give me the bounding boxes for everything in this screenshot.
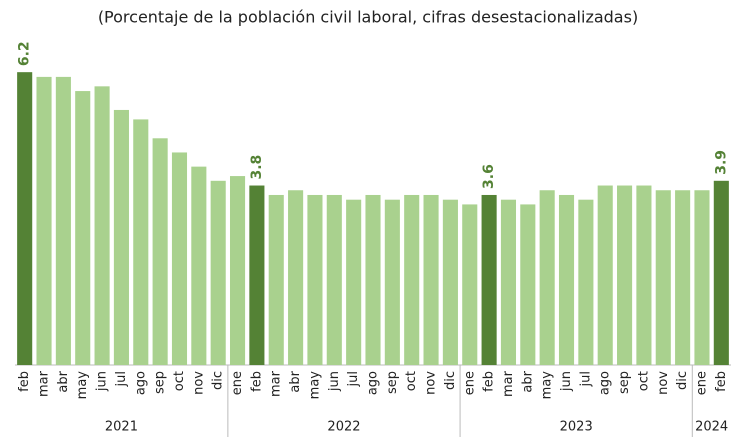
- bar: [171, 152, 188, 365]
- data-label: 3.6: [481, 164, 497, 189]
- x-tick-label: oct: [404, 371, 419, 391]
- chart-subtitle: (Porcentaje de la población civil labora…: [98, 8, 638, 27]
- bar: [442, 199, 458, 365]
- x-tick-label: dic: [211, 371, 226, 390]
- x-tick-label: sep: [617, 371, 632, 394]
- x-tick-label: nov: [424, 371, 439, 395]
- x-tick-label: abr: [56, 370, 71, 392]
- bar: [655, 190, 671, 365]
- year-label: 2021: [105, 420, 138, 435]
- bar: [210, 180, 226, 365]
- x-tick-label: jul: [114, 371, 129, 387]
- x-tick-label: sep: [385, 371, 400, 394]
- bar: [36, 76, 52, 366]
- bar: [229, 176, 246, 365]
- bar: [346, 199, 362, 365]
- bar: [152, 138, 168, 365]
- x-tick-label: jun: [327, 371, 342, 392]
- x-tick-label: mar: [37, 370, 52, 397]
- x-tick-label: feb: [249, 371, 264, 392]
- x-tick-label: feb: [17, 371, 32, 392]
- bar: [520, 204, 536, 365]
- x-tick-label: feb: [714, 371, 729, 392]
- x-tick-label: abr: [520, 370, 535, 392]
- x-tick-label: oct: [636, 371, 651, 391]
- data-label: 6.2: [17, 41, 33, 66]
- bar: [75, 91, 91, 366]
- bar: [113, 109, 129, 365]
- x-tick-label: jul: [578, 371, 593, 387]
- bar: [713, 180, 729, 365]
- x-tick-label: jul: [346, 371, 361, 387]
- x-tick-label: jun: [559, 371, 574, 392]
- x-tick-label: feb: [482, 371, 497, 392]
- bar: [500, 199, 517, 365]
- bar: [558, 194, 575, 365]
- x-tick-label: ago: [366, 371, 381, 395]
- x-tick-label: sep: [153, 371, 168, 394]
- x-tick-label: ene: [694, 371, 709, 395]
- x-tick-label: nov: [191, 371, 206, 395]
- x-tick-label: nov: [656, 371, 671, 395]
- bar: [694, 190, 710, 365]
- bar: [307, 194, 323, 365]
- bar: [191, 166, 207, 365]
- bar: [597, 185, 613, 365]
- bar: [481, 194, 497, 365]
- x-tick-label: may: [307, 371, 322, 400]
- bar: [249, 185, 265, 365]
- x-tick-label: dic: [443, 371, 458, 390]
- bar: [404, 194, 420, 365]
- bar: [636, 185, 652, 365]
- bar: [268, 194, 284, 365]
- bar: [384, 199, 400, 365]
- x-tick-label: jun: [95, 371, 110, 392]
- bar: [578, 199, 594, 365]
- data-label: 3.9: [713, 150, 729, 175]
- x-tick-label: abr: [288, 370, 303, 392]
- x-tick-label: ene: [230, 371, 245, 395]
- x-tick-label: may: [75, 371, 90, 400]
- bar: [288, 190, 304, 365]
- data-label: 3.8: [249, 155, 265, 180]
- x-tick-label: mar: [501, 370, 516, 397]
- x-tick-label: oct: [172, 371, 187, 391]
- x-tick-label: dic: [675, 371, 690, 390]
- bar: [94, 86, 110, 365]
- x-tick-label: ago: [133, 371, 148, 395]
- bar: [617, 185, 633, 365]
- bar: [55, 76, 71, 366]
- x-tick-label: may: [540, 371, 555, 400]
- bar: [17, 72, 33, 366]
- x-tick-label: mar: [269, 370, 284, 397]
- year-label: 2024: [695, 420, 728, 435]
- year-label: 2022: [327, 420, 360, 435]
- year-label: 2023: [560, 420, 593, 435]
- bar: [365, 194, 381, 365]
- bar: [133, 119, 149, 366]
- x-tick-label: ago: [598, 371, 613, 395]
- bar: [462, 204, 478, 365]
- x-tick-label: ene: [462, 371, 477, 395]
- bar: [675, 190, 691, 365]
- bar: [423, 194, 439, 365]
- bar: [539, 190, 555, 365]
- bar: [326, 194, 342, 365]
